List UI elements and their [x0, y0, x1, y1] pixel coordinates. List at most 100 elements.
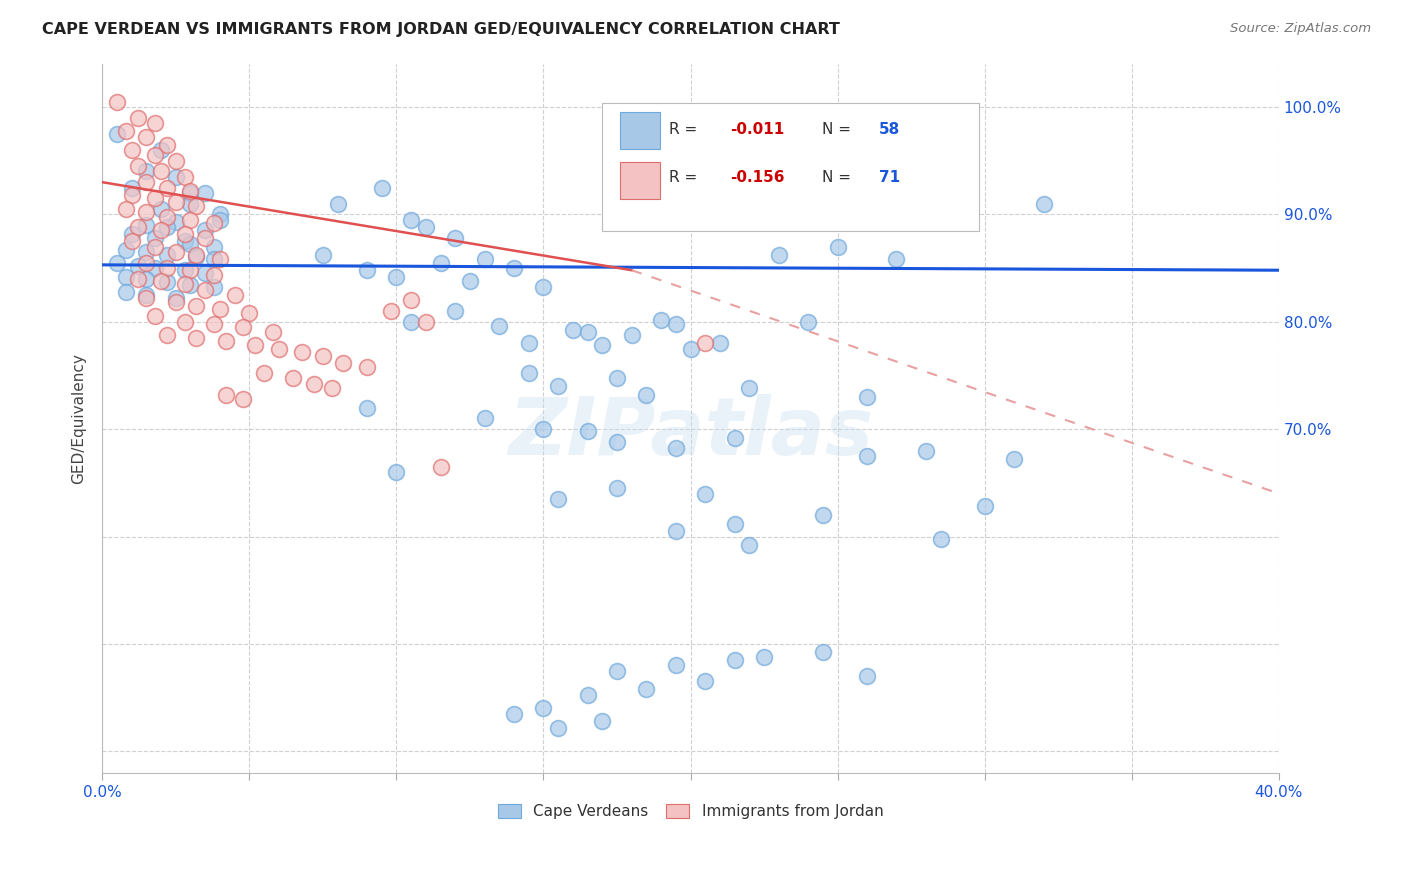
FancyBboxPatch shape	[602, 103, 979, 231]
Point	[208, 212, 231, 227]
Point	[105, 127, 128, 141]
Point	[135, 244, 157, 259]
FancyBboxPatch shape	[620, 112, 659, 149]
Text: N =: N =	[823, 170, 856, 185]
Point	[797, 315, 820, 329]
Point	[533, 701, 555, 715]
Point	[312, 349, 335, 363]
Point	[929, 532, 952, 546]
Point	[143, 310, 166, 324]
Point	[194, 231, 217, 245]
Point	[135, 164, 157, 178]
Point	[606, 664, 628, 678]
Point	[856, 390, 879, 404]
Point	[202, 216, 225, 230]
Point	[202, 239, 225, 253]
Point	[943, 188, 966, 202]
Point	[186, 250, 208, 264]
Point	[173, 234, 195, 248]
Point	[385, 465, 408, 479]
Point	[973, 500, 995, 514]
Text: N =: N =	[823, 122, 856, 136]
Point	[179, 186, 201, 200]
Point	[114, 123, 136, 137]
Point	[695, 486, 717, 500]
Point	[267, 342, 290, 356]
Point	[150, 164, 173, 178]
Point	[127, 111, 149, 125]
Point	[135, 291, 157, 305]
Point	[915, 443, 938, 458]
Point	[156, 261, 179, 276]
Point	[886, 252, 908, 267]
Point	[173, 227, 195, 241]
Point	[679, 342, 702, 356]
Point	[173, 277, 195, 292]
Point	[179, 237, 201, 252]
Text: -0.156: -0.156	[731, 170, 785, 185]
Point	[238, 306, 260, 320]
Point	[591, 338, 613, 352]
Point	[224, 288, 246, 302]
Point	[533, 280, 555, 294]
Point	[127, 220, 149, 235]
Point	[202, 280, 225, 294]
Point	[165, 153, 187, 168]
Point	[105, 256, 128, 270]
Text: R =: R =	[669, 170, 703, 185]
Point	[444, 304, 467, 318]
Point	[576, 689, 599, 703]
Point	[503, 706, 526, 721]
Point	[533, 422, 555, 436]
Point	[380, 304, 402, 318]
Point	[135, 205, 157, 219]
Point	[156, 248, 179, 262]
Point	[105, 95, 128, 109]
Point	[135, 288, 157, 302]
Point	[768, 248, 790, 262]
Point	[202, 252, 225, 267]
Point	[724, 516, 747, 531]
Point	[202, 268, 225, 282]
Point	[332, 355, 354, 369]
Point	[150, 274, 173, 288]
Point	[399, 293, 422, 308]
Point	[291, 344, 314, 359]
Point	[127, 272, 149, 286]
Point	[243, 338, 266, 352]
Point	[165, 169, 187, 184]
Point	[208, 252, 231, 267]
Point	[709, 336, 731, 351]
Point	[370, 180, 392, 194]
Point	[326, 196, 349, 211]
Point	[1002, 452, 1025, 467]
Point	[547, 491, 569, 506]
Point	[186, 299, 208, 313]
Point	[121, 143, 143, 157]
Point	[474, 252, 496, 267]
Point	[202, 317, 225, 331]
Point	[150, 223, 173, 237]
Point	[283, 370, 305, 384]
Point	[547, 721, 569, 735]
Point	[856, 449, 879, 463]
Point	[135, 130, 157, 145]
Text: Source: ZipAtlas.com: Source: ZipAtlas.com	[1230, 22, 1371, 36]
Point	[114, 243, 136, 257]
FancyBboxPatch shape	[620, 161, 659, 199]
Point	[179, 196, 201, 211]
Point	[695, 336, 717, 351]
Point	[302, 377, 325, 392]
Point	[399, 315, 422, 329]
Point	[517, 366, 540, 380]
Point	[156, 137, 179, 152]
Point	[165, 194, 187, 209]
Point	[415, 220, 437, 235]
Point	[665, 317, 688, 331]
Point	[143, 231, 166, 245]
Point	[173, 169, 195, 184]
Point	[121, 188, 143, 202]
Point	[650, 312, 672, 326]
Point	[444, 231, 467, 245]
Point	[179, 263, 201, 277]
